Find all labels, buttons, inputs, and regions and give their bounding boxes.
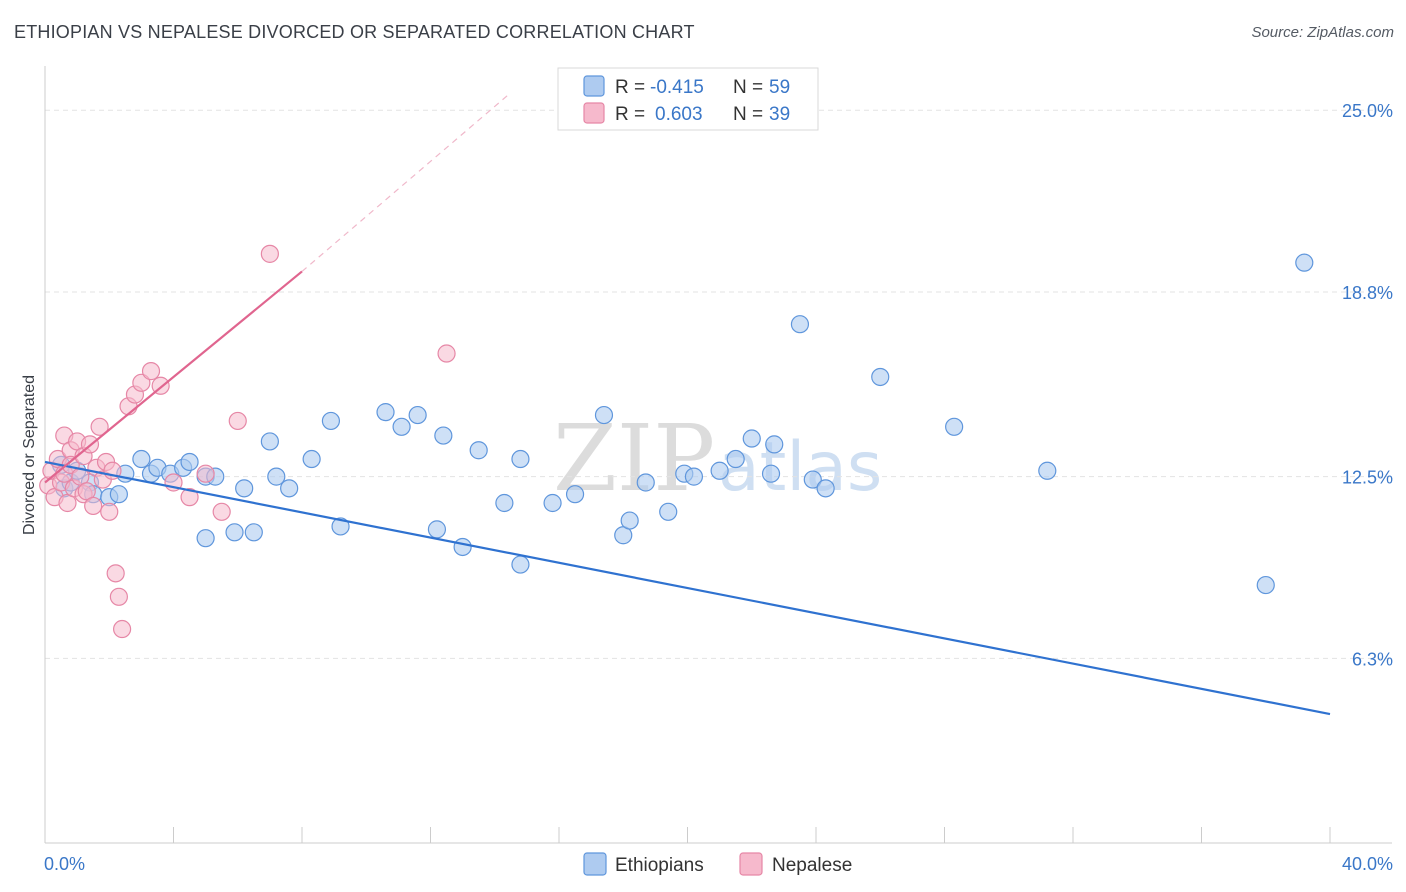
ethiopians-point (225, 523, 244, 542)
ethiopians-point (392, 417, 411, 436)
legend-n-value-1: 59 (769, 77, 790, 98)
legend-nepalese-swatch (739, 852, 763, 876)
ethiopians-point (511, 555, 530, 574)
chart-title: ETHIOPIAN VS NEPALESE DIVORCED OR SEPARA… (14, 22, 695, 42)
ethiopians-point (726, 449, 745, 469)
ethiopians-point (636, 473, 655, 492)
legend-ethiopians-swatch (583, 852, 607, 876)
legend-nepalese-label: Nepalese (772, 855, 852, 876)
nepalese-point (90, 417, 109, 436)
legend-r-value-1: -0.415 (650, 77, 704, 98)
nepalese-point (196, 464, 215, 483)
nepalese-trend-extension (301, 92, 512, 272)
legend-r-value-2: 0.603 (655, 104, 703, 125)
x-tick-label-max: 40.0% (1342, 854, 1393, 874)
nepalese-point (100, 502, 119, 521)
legend-ethiopians-label: Ethiopians (615, 855, 704, 876)
y-tick-label: 12.5% (1342, 468, 1393, 488)
ethiopians-point (302, 449, 321, 469)
nepalese-point (84, 496, 103, 516)
y-axis-label: Divorced or Separated (21, 375, 38, 535)
ethiopians-point (196, 529, 215, 548)
ethiopians-point (1038, 461, 1057, 480)
y-tick-label: 18.8% (1342, 283, 1393, 303)
ethiopians-point (180, 452, 199, 472)
ethiopians-point (408, 405, 427, 425)
y-tick-label: 25.0% (1342, 101, 1393, 121)
ethiopians-point (260, 432, 279, 451)
ethiopians-point (594, 405, 614, 425)
ethiopians-point (790, 315, 810, 334)
ethiopians-point (684, 467, 704, 486)
nepalese-point (109, 587, 128, 606)
x-tick-label-min: 0.0% (44, 854, 85, 874)
ethiopians-point (803, 470, 822, 489)
nepalese-point (106, 564, 125, 583)
nepalese-point (141, 362, 161, 381)
ethiopians-point (427, 520, 447, 539)
ethiopians-point (765, 435, 784, 454)
nepalese-point (260, 244, 279, 263)
ethiopians-point (1295, 253, 1314, 272)
ethiopians-point (132, 449, 151, 469)
ethiopians-point (235, 479, 254, 498)
ethiopians-point (511, 449, 530, 469)
ethiopians-point (816, 479, 835, 498)
ethiopians-point (659, 502, 678, 521)
watermark-atlas: atlas (718, 428, 882, 507)
series-legend: Ethiopians Nepalese (583, 852, 852, 876)
ethiopians-point (267, 467, 286, 486)
nepalese-point (437, 344, 456, 363)
ethiopians-point (742, 429, 761, 448)
ethiopians-point (1256, 575, 1275, 595)
source-label: Source: ZipAtlas.com (1251, 24, 1394, 41)
ethiopians-point (109, 485, 128, 504)
y-tick-labels: 6.3% 12.5% 18.8% 25.0% (1342, 101, 1393, 669)
ethiopians-point (710, 461, 729, 480)
nepalese-point (180, 488, 199, 507)
ethiopians-point (543, 493, 562, 513)
legend-n-label-2: N = (733, 104, 763, 125)
ethiopians-point (321, 411, 341, 431)
nepalese-point (132, 373, 151, 392)
ethiopians-point (495, 493, 514, 513)
ethiopians-swatch (583, 75, 605, 97)
x-tick-labels: 0.0% 40.0% (44, 854, 1393, 874)
legend-r-label-2: R = (615, 104, 645, 125)
ethiopians-point (565, 485, 585, 504)
gridlines (45, 109, 1392, 659)
ethiopians-point (376, 403, 395, 422)
ethiopians-point (280, 479, 299, 498)
trend-lines (44, 92, 1331, 716)
ethiopians-point (871, 367, 890, 387)
ethiopians-point (469, 441, 488, 460)
stats-legend: R = -0.415 N = 59 R = 0.603 N = 39 (557, 67, 819, 131)
legend-r-label-1: R = (615, 77, 645, 98)
legend-n-label-1: N = (733, 77, 763, 98)
ethiopians-point (331, 517, 350, 536)
nepalese-trend-line (44, 270, 303, 484)
legend-n-value-2: 39 (769, 104, 790, 125)
nepalese-point (212, 502, 231, 521)
nepalese-swatch (583, 102, 605, 124)
ethiopians-point (945, 417, 964, 436)
ethiopians-point (453, 537, 472, 557)
axes (44, 66, 1392, 844)
y-tick-label: 6.3% (1352, 649, 1393, 669)
nepalese-point (228, 411, 247, 431)
ethiopians-point (761, 464, 781, 483)
nepalese-point (112, 619, 132, 639)
ethiopians-point (434, 426, 453, 445)
ethiopians-point (244, 523, 263, 542)
nepalese-points (39, 244, 456, 639)
ethiopians-point (620, 511, 639, 530)
ethiopians-trend-line (44, 460, 1331, 716)
